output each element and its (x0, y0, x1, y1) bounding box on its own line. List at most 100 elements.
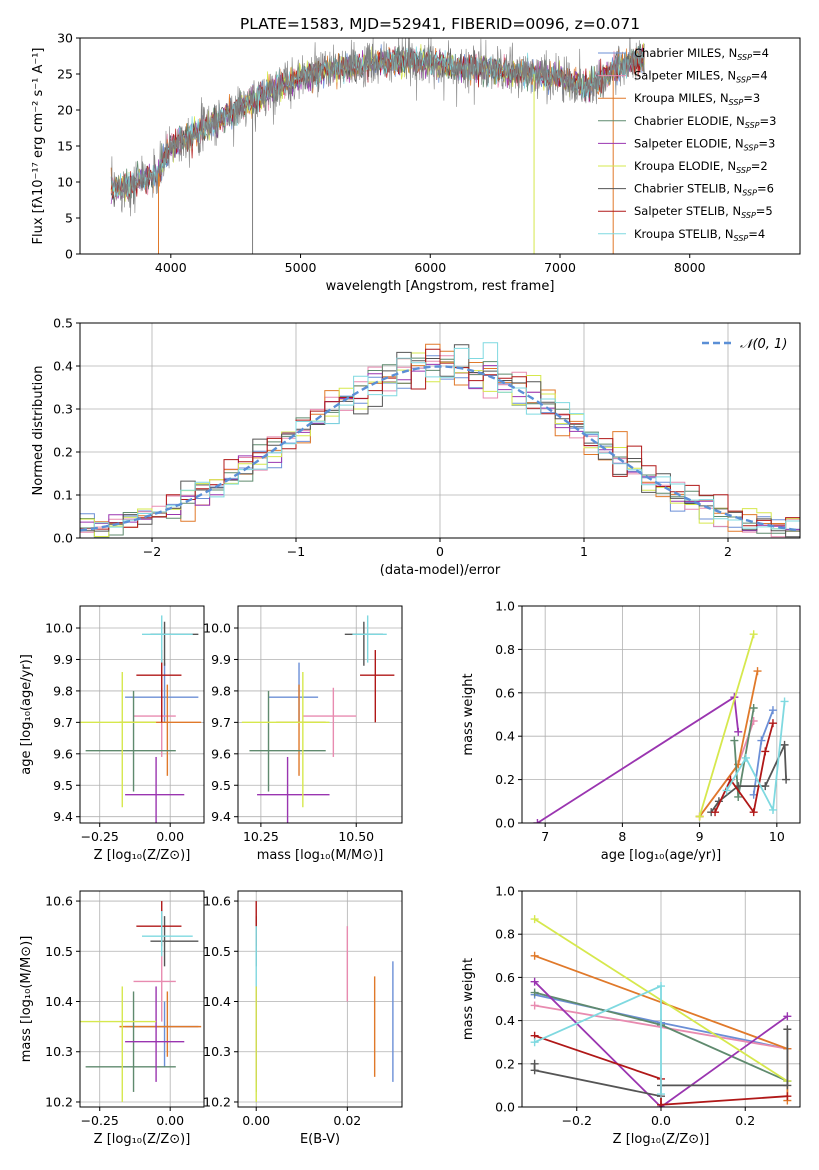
legend-entry: Salpeter ELODIE, NSSP=3 (634, 136, 775, 152)
plot-area (80, 901, 202, 1102)
y-tick-label: 10.4 (203, 994, 231, 1009)
axes-frame (521, 890, 801, 1108)
mass-weight-marker (533, 819, 542, 823)
axes-frame (237, 605, 403, 824)
mass-weight-marker (741, 753, 750, 762)
axes-frame (79, 322, 801, 539)
legend: Chabrier MILES, NSSP=4 Salpeter MILES, NS… (598, 46, 776, 243)
mass-weight-marker (530, 1038, 539, 1047)
mass-weight-marker (768, 706, 777, 715)
y-tick-label: 0.0 (53, 531, 73, 546)
panel-weight-vs-Z: −0.2 0.0 0.2 0.0 0.2 0.4 0.6 0.8 1.0 Z [log₁₀(Z/Z… (461, 884, 801, 1147)
y-tick-label: 10.3 (203, 1044, 231, 1059)
y-tick-label: 0.2 (495, 1056, 515, 1071)
x-tick-label: 9 (696, 829, 704, 844)
mass-weight-marker (761, 747, 770, 756)
y-axis-label: mass weight (461, 958, 476, 1040)
mass-weight-marker (734, 792, 743, 801)
plot-area (255, 901, 394, 1102)
y-tick-label: 9.8 (211, 683, 231, 698)
y-tick-label: 0.1 (53, 488, 73, 503)
x-tick-label: −0.25 (81, 829, 119, 844)
y-tick-label: 0.4 (495, 729, 515, 744)
mass-weight-marker (695, 812, 704, 821)
y-axis-label: Flux [fλ10⁻¹⁷ erg cm⁻² s⁻¹ A⁻¹] (31, 48, 46, 245)
plot-area (533, 630, 791, 823)
x-tick-label: −1 (287, 544, 305, 559)
legend-entry: Kroupa STELIB, NSSP=4 (634, 227, 765, 243)
legend-entry: 𝒩(0, 1) (740, 337, 787, 352)
legend-entry: Chabrier ELODIE, NSSP=3 (634, 114, 776, 130)
plot-area (110, 38, 645, 254)
mass-weight-marker (657, 1090, 665, 1099)
plot-area (80, 615, 202, 823)
y-tick-label: 9.6 (53, 746, 73, 761)
mass-weight-marker (530, 988, 539, 997)
residual-histogram-step (80, 342, 800, 538)
y-tick-label: 9.5 (53, 778, 73, 793)
y-tick-label: 0.5 (53, 316, 73, 331)
x-tick-label: 10.25 (243, 829, 279, 844)
x-axis-label: Z [log₁₀(Z/Z⊙)] (94, 848, 191, 863)
y-tick-label: 10.5 (45, 944, 73, 959)
mass-weight-marker (757, 736, 766, 745)
y-axis-label: mass weight (461, 673, 476, 755)
y-axis-label: mass [log₁₀(M/M⊙)] (19, 936, 34, 1063)
panel-mass-vs-Z: −0.25 0.00 10.2 10.3 10.4 10.5 10.6 Z [log₁₀(Z/… (19, 890, 205, 1147)
mass-weight-marker (783, 1025, 792, 1034)
y-tick-label: 15 (57, 139, 73, 154)
y-tick-label: 0.3 (53, 402, 73, 417)
y-tick-label: 10.0 (203, 621, 231, 636)
axes-frame (521, 605, 801, 824)
y-tick-label: 0.2 (53, 445, 73, 460)
y-tick-label: 9.4 (211, 809, 231, 824)
axes-frame (237, 890, 403, 1108)
y-axis-label: Normed distribution (31, 366, 46, 496)
y-axis-label: age [log₁₀(age/yr)] (19, 654, 34, 775)
x-axis-label: age [log₁₀(age/yr)] (601, 848, 722, 863)
legend-entry: Chabrier MILES, NSSP=4 (634, 46, 769, 62)
x-axis-label: mass [log₁₀(M/M⊙)] (257, 848, 384, 863)
mass-weight-marker (780, 697, 789, 706)
y-tick-label: 10.2 (203, 1094, 231, 1109)
x-tick-label: −0.2 (562, 1113, 592, 1128)
axes-frame (79, 37, 801, 255)
y-tick-label: 1.0 (495, 884, 515, 899)
y-tick-label: 9.4 (53, 809, 73, 824)
legend-entry: Salpeter STELIB, NSSP=5 (634, 204, 773, 220)
y-tick-label: 9.8 (53, 683, 73, 698)
mass-weight-marker (780, 740, 789, 749)
x-tick-label: 6000 (414, 260, 446, 275)
plot-area (530, 915, 792, 1107)
mass-weight-marker (768, 719, 777, 728)
plot-area (241, 615, 395, 823)
mass-weight-marker (783, 1092, 792, 1101)
mass-weight-marker (530, 951, 539, 960)
x-axis-label: wavelength [Angstrom, rest frame] (326, 279, 555, 294)
mass-weight-marker (753, 667, 762, 676)
x-tick-label: 1 (580, 544, 588, 559)
axes-frame (79, 890, 205, 1108)
y-tick-label: 0.8 (495, 642, 515, 657)
legend: 𝒩(0, 1) (702, 337, 787, 352)
mass-weight-marker (730, 736, 739, 745)
legend-entry: Chabrier STELIB, NSSP=6 (634, 182, 774, 198)
y-tick-label: 10.2 (45, 1094, 73, 1109)
observed-spectrum-line (110, 38, 645, 217)
panel-age-vs-mass: 10.25 10.50 9.4 9.5 9.6 9.7 9.8 9.9 10.0 mass [lo… (203, 605, 403, 863)
mass-weight-marker (711, 808, 720, 817)
mass-weight-marker (783, 1012, 792, 1021)
mass-weight-marker (530, 915, 539, 924)
x-tick-label: 4000 (155, 260, 187, 275)
x-axis-label: Z [log₁₀(Z/Z⊙)] (94, 1132, 191, 1147)
x-tick-label: 0.2 (735, 1113, 755, 1128)
y-tick-label: 9.9 (53, 652, 73, 667)
y-tick-label: 0.0 (495, 816, 515, 831)
mass-weight-marker (768, 805, 777, 814)
x-tick-label: 7000 (544, 260, 576, 275)
x-axis-label: E(B-V) (300, 1132, 340, 1147)
legend-entry: Salpeter MILES, NSSP=4 (634, 69, 768, 85)
x-tick-label: 0.0 (651, 1113, 671, 1128)
mass-weight-marker (761, 782, 770, 791)
